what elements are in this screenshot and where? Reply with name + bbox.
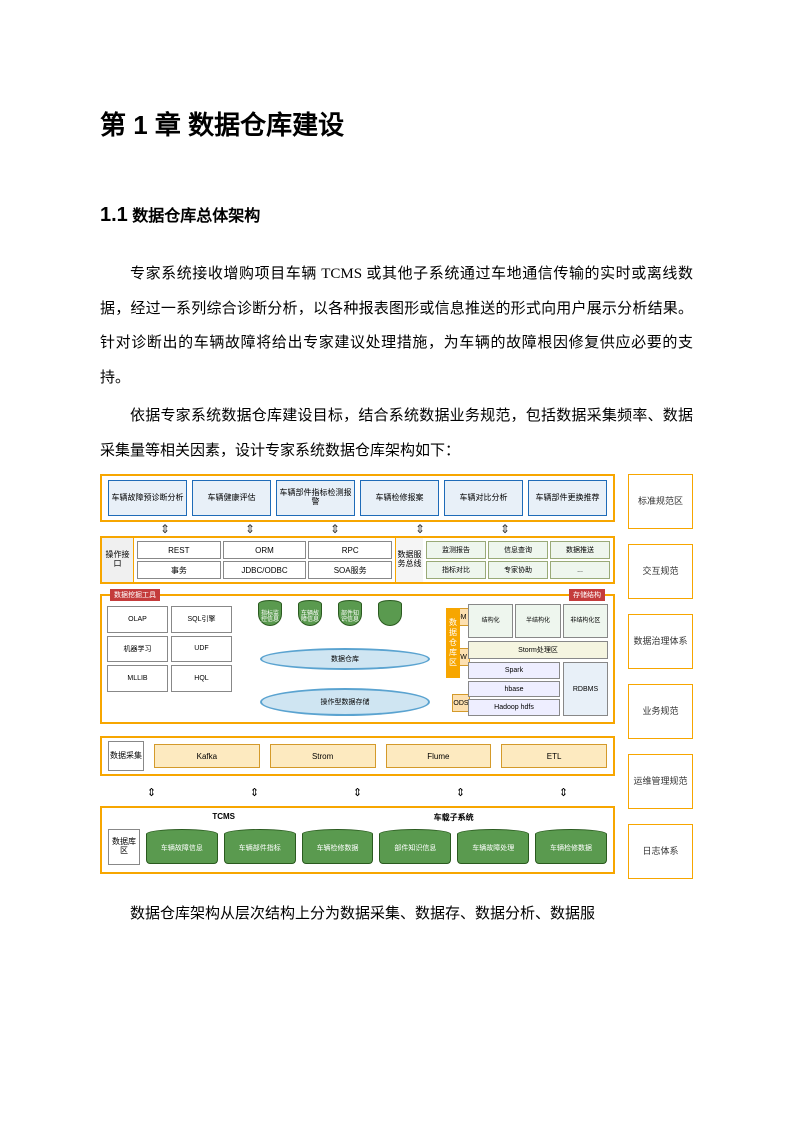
updown-icon: ⇕ [500,522,510,536]
app-box: 车辆故障预诊断分析 [108,480,187,516]
updown-icon: ⇕ [559,786,568,799]
src-arrows: ⇕ ⇕ ⇕ ⇕ ⇕ [100,786,615,799]
paragraph-1: 专家系统接收增购项目车辆 TCMS 或其他子系统通过车地通信传输的实时或离线数据… [100,257,693,395]
rdbms-box: RDBMS [563,662,608,716]
store-box: Spark [468,662,560,679]
db-icon: 部件知识信息 [338,600,362,628]
collect-box: ETL [501,744,607,768]
src-db: 车辆故障处理 [457,829,529,865]
src-db: 车辆部件指标 [224,829,296,865]
iface-box: ORM [223,541,307,559]
src-db: 车辆故障信息 [146,829,218,865]
tool-box: 机器学习 [107,636,168,663]
tools-tag: 数据挖掘工具 [110,589,160,601]
collect-box: Strom [270,744,376,768]
svc-box: 指标对比 [426,561,486,579]
side-box: 日志体系 [628,824,693,879]
store-box: Hadoop hdfs [468,699,560,716]
side-box: 交互规范 [628,544,693,599]
paragraph-2: 依据专家系统数据仓库建设目标，结合系统数据业务规范，包括数据采集频率、数据采集量… [100,399,693,468]
updown-icon: ⇕ [245,522,255,536]
app-box: 车辆部件指标检测报警 [276,480,355,516]
src-header: TCMS [147,812,300,826]
tool-box: MLLIB [107,665,168,692]
src-db: 部件知识信息 [379,829,451,865]
layer-apps: 车辆故障预诊断分析 车辆健康评估 车辆部件指标检测报警 车辆检修报案 车辆对比分… [100,474,615,522]
store-tag: 存储结构 [569,589,605,601]
src-db: 车辆检修数据 [535,829,607,865]
updown-icon: ⇕ [147,786,156,799]
svc-grid: 监测报告 信息查询 数据推送 指标对比 专家协助 ... [423,538,613,582]
side-box: 数据治理体系 [628,614,693,669]
updown-icon: ⇕ [456,786,465,799]
chapter-title: 第 1 章 数据仓库建设 [100,105,693,142]
layer-collect: 数据采集 Kafka Strom Flume ETL [100,736,615,776]
updown-icon: ⇕ [353,786,362,799]
iface-box: RPC [308,541,392,559]
iface-grid: REST ORM RPC 事务 JDBC/ODBC SOA服务 [134,538,395,582]
svc-label: 数据服务总线 [395,538,423,582]
updown-icon: ⇕ [160,522,170,536]
tool-box: HQL [171,665,232,692]
db-icon [378,600,402,628]
src-header: 车载子系统 [300,812,607,826]
updown-icon: ⇕ [330,522,340,536]
layer-interface: 操作接口 REST ORM RPC 事务 JDBC/ODBC SOA服务 数据服… [100,536,615,584]
iface-label: 操作接口 [102,538,134,582]
struct-box: 非结构化区 [563,604,608,638]
layer-dw: 数据挖掘工具 存储结构 OLAP SQL引擎 机器学习 UDF MLLIB HQ… [100,594,615,724]
store-box: hbase [468,681,560,698]
ods-ellipse: 操作型数据存储 [260,688,430,716]
tools-col: OLAP SQL引擎 机器学习 UDF MLLIB HQL [107,606,232,721]
app-box: 车辆健康评估 [192,480,271,516]
app-box: 车辆检修报案 [360,480,439,516]
section-name: 数据仓库总体架构 [132,208,260,225]
db-icon: 指标监控信息 [258,600,282,628]
layer-src: TCMS 车载子系统 数据库区 车辆故障信息 车辆部件指标 车辆检修数据 部件知… [100,806,615,874]
collect-label: 数据采集 [108,741,144,771]
struct-box: 半结构化 [515,604,560,638]
section-title: 1.1 数据仓库总体架构 [100,202,693,227]
struct-box: 结构化 [468,604,513,638]
svc-box: 监测报告 [426,541,486,559]
src-label: 数据库区 [108,829,140,865]
dw-center: 指标监控信息 车辆故障信息 部件知识信息 DM 数据仓库 DW 操作型数据存储 … [240,600,450,722]
diagram-side: 标准规范区 交互规范 数据治理体系 业务规范 运维管理规范 日志体系 [628,474,693,879]
updown-icon: ⇕ [415,522,425,536]
svc-box: ... [550,561,610,579]
updown-icon: ⇕ [250,786,259,799]
tool-box: SQL引擎 [171,606,232,633]
side-box: 运维管理规范 [628,754,693,809]
paragraph-3: 数据仓库架构从层次结构上分为数据采集、数据存、数据分析、数据服 [100,897,693,932]
dw-ellipse: 数据仓库 [260,648,430,670]
svc-box: 信息查询 [488,541,548,559]
collect-box: Kafka [154,744,260,768]
iface-box: SOA服务 [308,561,392,579]
app-box: 车辆对比分析 [444,480,523,516]
iface-box: JDBC/ODBC [223,561,307,579]
section-number: 1.1 [100,204,128,226]
side-box: 业务规范 [628,684,693,739]
src-headers: TCMS 车载子系统 [147,812,607,826]
architecture-diagram: 车辆故障预诊断分析 车辆健康评估 车辆部件指标检测报警 车辆检修报案 车辆对比分… [100,474,693,879]
dw-vertical-label: 数据仓库区 [446,608,460,678]
iface-box: 事务 [137,561,221,579]
side-box: 标准规范区 [628,474,693,529]
storm-box: Storm处理区 [468,641,608,659]
iface-box: REST [137,541,221,559]
svc-box: 专家协助 [488,561,548,579]
tool-box: OLAP [107,606,168,633]
collect-box: Flume [386,744,492,768]
tool-box: UDF [171,636,232,663]
diagram-main: 车辆故障预诊断分析 车辆健康评估 车辆部件指标检测报警 车辆检修报案 车辆对比分… [100,474,615,879]
store-col: 结构化 半结构化 非结构化区 Storm处理区 Spark hbase Hado… [468,604,608,720]
db-icon: 车辆故障信息 [298,600,322,628]
src-db: 车辆检修数据 [302,829,374,865]
app-box: 车辆部件更换推荐 [528,480,607,516]
svc-box: 数据推送 [550,541,610,559]
